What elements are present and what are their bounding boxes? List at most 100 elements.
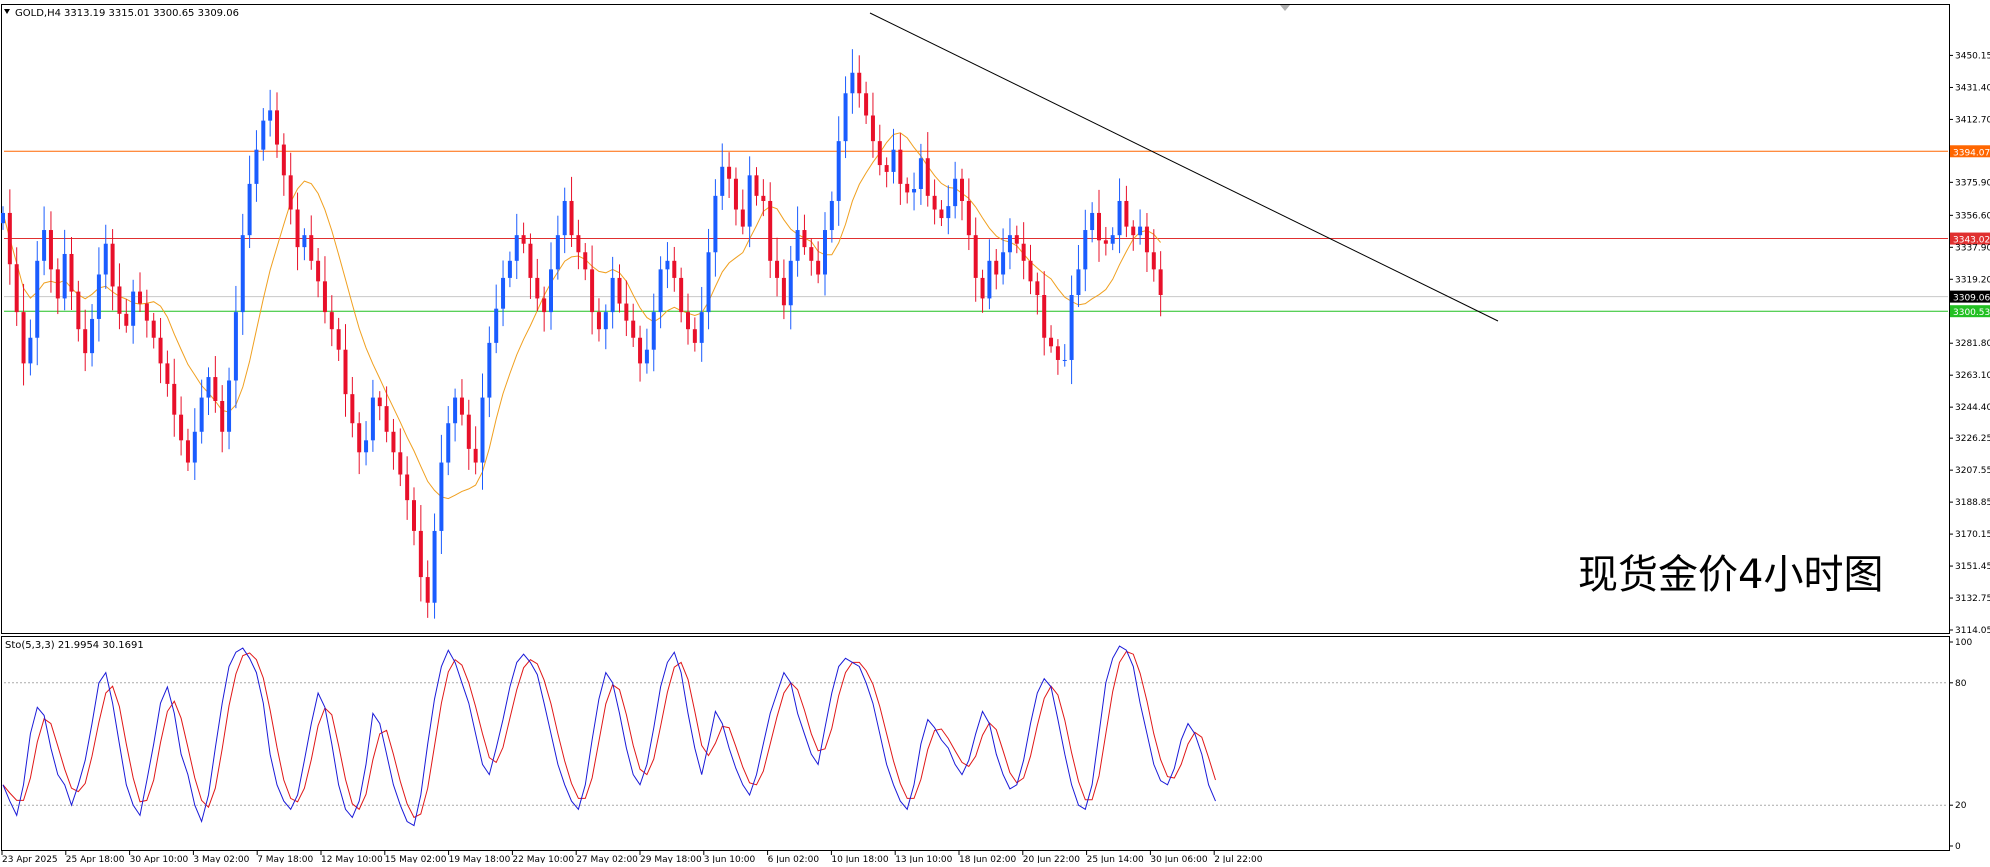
candle-body (720, 166, 725, 196)
candle-body (686, 312, 690, 330)
candle-body (343, 349, 348, 395)
candle-body (309, 235, 314, 261)
candle-body (596, 312, 601, 330)
candle-body (288, 175, 293, 210)
ohlc-readout: 3313.19 3315.01 3300.65 3309.06 (64, 8, 239, 19)
time-tick-label: 3 Jun 10:00 (704, 855, 756, 863)
candle-body (446, 423, 451, 463)
candle-body (192, 431, 197, 463)
candle-body (179, 414, 184, 441)
candle-body (836, 141, 841, 201)
candle-body (542, 298, 547, 313)
candle-body (103, 243, 108, 275)
candle-body (980, 277, 985, 299)
descending-trendline[interactable] (869, 12, 1499, 322)
candle-body (973, 235, 978, 278)
candle-body (966, 200, 971, 236)
candle-body (768, 200, 773, 261)
scroll-marker-icon[interactable] (1280, 5, 1290, 11)
candle-body (384, 406, 389, 432)
candle-body (610, 277, 615, 313)
candle-body (994, 260, 999, 275)
candle-body (480, 397, 485, 463)
candle-body (1001, 252, 1006, 275)
price-tick-label: 3207.55 (1955, 466, 1990, 476)
price-tick-label: 3319.20 (1955, 275, 1990, 285)
price-tick-label: 3281.80 (1955, 339, 1990, 349)
candle-body (42, 230, 47, 261)
candle-body (1117, 200, 1122, 236)
candle-body (733, 178, 738, 210)
candle-body (76, 291, 81, 330)
candle-body (418, 530, 423, 578)
candle-body (220, 400, 225, 432)
candle-body (665, 260, 670, 270)
candle-body (1138, 226, 1143, 236)
candle-body (740, 209, 745, 227)
time-tick-label: 6 Jun 02:00 (768, 855, 820, 863)
candle-body (391, 431, 396, 453)
candle-body (823, 230, 827, 275)
price-tick-label: 3431.40 (1955, 83, 1990, 93)
time-tick-label: 27 May 02:00 (576, 855, 638, 863)
candle-body (692, 329, 697, 343)
candle-body (124, 313, 129, 326)
candle-body (83, 329, 88, 354)
candle-body (870, 115, 875, 142)
trendline[interactable] (869, 12, 1499, 322)
time-tick-label: 12 May 10:00 (321, 855, 383, 863)
candle-body (699, 312, 704, 343)
price-tag-label: 3394.07 (1953, 148, 1990, 158)
candle-body (549, 269, 553, 313)
time-tick-label: 15 May 02:00 (385, 855, 447, 863)
candle-body (1035, 281, 1040, 296)
candle-body (295, 209, 300, 248)
time-tick-label: 10 Jun 18:00 (831, 855, 888, 863)
candle-body (781, 277, 786, 306)
candle-body (1124, 200, 1129, 227)
candle-body (898, 149, 903, 184)
chart-menu-triangle-icon[interactable] (4, 9, 10, 14)
candle-body (144, 303, 149, 321)
candle-body (850, 72, 855, 94)
candle-body (1083, 230, 1088, 270)
candle-body (14, 264, 19, 313)
candle-body (932, 195, 937, 210)
time-tick-label: 30 Apr 10:00 (130, 855, 189, 863)
candle-body (1097, 212, 1101, 241)
candle-body (624, 303, 629, 321)
price-tick-label: 3188.85 (1955, 498, 1990, 508)
candle-body (644, 349, 649, 364)
candle-body (322, 281, 327, 313)
price-tick-label: 3263.10 (1955, 371, 1990, 381)
candle-body (939, 209, 944, 219)
candle-body (507, 260, 512, 278)
candle-body (569, 200, 574, 236)
candle-body (233, 312, 238, 381)
candle-body (117, 286, 122, 314)
candle-body (802, 230, 807, 248)
candle-body (1055, 346, 1060, 360)
candle-body (658, 269, 663, 313)
candle-body (884, 165, 889, 172)
candle-body (1103, 240, 1108, 244)
candle-body (857, 72, 862, 94)
candle-body (583, 252, 588, 270)
candle-body (918, 158, 923, 190)
candle-body (754, 175, 759, 196)
candle-body (864, 93, 869, 116)
candle-body (48, 230, 53, 270)
candle-body (357, 423, 362, 453)
time-axis: 23 Apr 2025 25 Apr 18:00 30 Apr 10:00 3 May… (1, 851, 1263, 865)
time-tick-label: 22 May 10:00 (512, 855, 574, 863)
main-panel-frame (1, 4, 1950, 634)
candle-body (672, 260, 677, 278)
candle-body (110, 243, 115, 287)
stochastic-lines (2, 645, 1216, 827)
candle-body (473, 448, 478, 463)
candle-body (425, 577, 430, 603)
candle-body (521, 235, 526, 244)
candle-body (562, 200, 567, 236)
